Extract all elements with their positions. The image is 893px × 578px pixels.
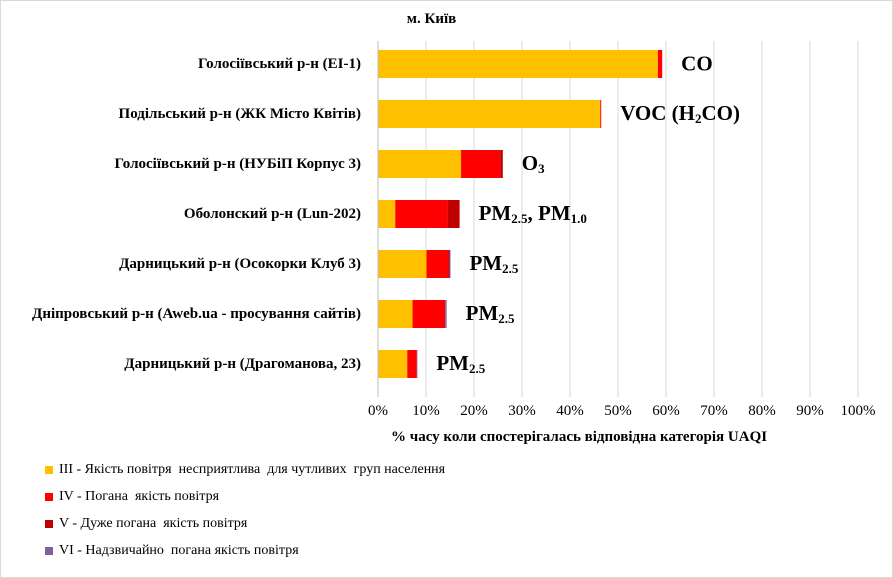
- bar-segment-s1-c1: [600, 100, 602, 128]
- bar-segment-s2-c3: [447, 200, 460, 228]
- annotation-segment: PM: [465, 301, 499, 325]
- chart-title-text: м. Київ: [406, 11, 457, 27]
- annotation-segment: O: [521, 151, 539, 175]
- bar-segment-s2-c2: [500, 150, 503, 178]
- legend-item: VI - Надзвичайно погана якість повітря: [45, 543, 299, 559]
- bar-segment-s3-c4: [449, 250, 451, 278]
- category-label: Голосіївський р-н (ЕІ-1): [197, 56, 361, 72]
- annotation-segment: CO: [681, 51, 713, 76]
- bar-segment-s1-c5: [412, 300, 446, 328]
- pollutant-annotation: O3: [522, 151, 545, 177]
- pollutant-annotation: VOC (H2CO): [620, 101, 740, 127]
- pollutant-annotation: PM2.5, PM1.0: [479, 201, 587, 227]
- x-tick-label: 20%: [460, 403, 488, 419]
- pollutant-annotation: PM2.5: [469, 251, 518, 277]
- bar-segment-s0-c1: [378, 100, 601, 128]
- annotation-segment: PM: [436, 351, 470, 375]
- legend-label: V - Дуже погана якість повітря: [59, 516, 248, 531]
- annotation-segment: VOC (H: [620, 101, 696, 125]
- legend-swatch: [45, 493, 53, 501]
- annotation-segment: 2.5: [469, 361, 486, 376]
- category-label: Оболонский р-н (Lun-202): [183, 206, 361, 222]
- bar-segment-s3-c5: [445, 300, 447, 328]
- legend-label: IV - Погана якість повітря: [59, 489, 220, 504]
- bar-segment-s0-c0: [378, 50, 658, 78]
- annotation-segment: , PM: [527, 201, 571, 225]
- x-tick-label: 70%: [700, 403, 728, 419]
- category-label: Подільський р-н (ЖК Місто Квітів): [118, 106, 361, 122]
- legend-item: IV - Погана якість повітря: [45, 489, 219, 505]
- legend-item: ІІІ - Якість повітря несприятлива для чу…: [45, 462, 445, 478]
- x-tick-label: 40%: [556, 403, 584, 419]
- bar-segment-s0-c5: [378, 300, 413, 328]
- bar-segment-s1-c4: [426, 250, 449, 278]
- annotation-segment: CO): [701, 101, 741, 125]
- legend-label: VI - Надзвичайно погана якість повітря: [59, 543, 299, 558]
- pollutant-annotation: CO: [681, 52, 713, 77]
- bar-segment-s0-c2: [378, 150, 462, 178]
- x-tick-label: 30%: [508, 403, 536, 419]
- x-tick-label: 100%: [840, 403, 876, 419]
- annotation-segment: 2: [695, 111, 702, 126]
- bar-segment-s0-c6: [378, 350, 408, 378]
- category-label: Дарницький р-н (Драгоманова, 23): [124, 356, 361, 372]
- bar-segment-s1-c3: [395, 200, 448, 228]
- category-label: Дніпровський р-н (Aweb.ua - просування с…: [32, 306, 361, 322]
- x-tick-label: 80%: [748, 403, 776, 419]
- bar-segment-s1-c2: [461, 150, 501, 178]
- bar-segment-s1-c6: [407, 350, 417, 378]
- legend-swatch: [45, 466, 53, 474]
- annotation-segment: 3: [538, 161, 545, 176]
- bar-segment-s2-c4: [448, 250, 450, 278]
- annotation-segment: 2.5: [502, 261, 519, 276]
- x-axis-label: % часу коли спостерігалась відповідна ка…: [391, 429, 768, 445]
- annotation-segment: 2.5: [498, 311, 515, 326]
- annotation-segment: PM: [469, 251, 503, 275]
- bar-segment-s1-c0: [657, 50, 663, 78]
- legend-swatch: [45, 547, 53, 555]
- annotation-segment: 2.5: [511, 211, 528, 226]
- x-tick-label: 50%: [604, 403, 632, 419]
- legend-label: ІІІ - Якість повітря несприятлива для чу…: [59, 462, 446, 477]
- legend-swatch: [45, 520, 53, 528]
- x-tick-label: 10%: [412, 403, 440, 419]
- pollutant-annotation: PM2.5: [436, 351, 485, 377]
- bar-segment-s0-c3: [378, 200, 396, 228]
- x-tick-label: 0%: [368, 403, 388, 419]
- bar-segment-s0-c4: [378, 250, 427, 278]
- legend-item: V - Дуже погана якість повітря: [45, 516, 247, 532]
- chart-title: м. Київ: [1, 11, 892, 28]
- annotation-segment: PM: [478, 201, 512, 225]
- pollutant-annotation: PM2.5: [466, 301, 515, 327]
- x-tick-label: 60%: [652, 403, 680, 419]
- category-label: Голосіївський р-н (НУБіП Корпус 3): [114, 156, 361, 172]
- category-label: Дарницький р-н (Осокорки Клуб 3): [119, 256, 361, 272]
- annotation-segment: 1.0: [570, 211, 587, 226]
- x-tick-label: 90%: [796, 403, 824, 419]
